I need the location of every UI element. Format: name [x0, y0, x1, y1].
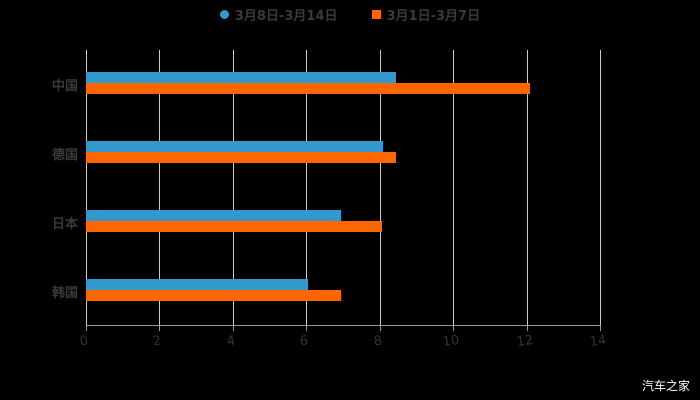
x-tick: [380, 325, 381, 331]
legend-label: 3月8日-3月14日: [235, 5, 338, 24]
category-label: 中国: [30, 75, 78, 94]
bar[interactable]: [86, 210, 341, 221]
bar[interactable]: [86, 221, 382, 232]
x-tick: [527, 325, 528, 331]
x-tick-label: 10: [442, 333, 460, 350]
category-label: 德国: [30, 144, 78, 163]
x-tick-label: 6: [299, 333, 309, 349]
x-tick-label: 0: [79, 333, 89, 349]
legend-circle-icon: [220, 10, 229, 19]
bar[interactable]: [86, 72, 396, 83]
x-tick-label: 4: [226, 333, 236, 349]
bar[interactable]: [86, 279, 308, 290]
x-tick-label: 12: [515, 333, 533, 350]
bar[interactable]: [86, 141, 383, 152]
category-label: 韩国: [30, 282, 78, 301]
x-axis-line: [86, 325, 600, 326]
x-tick-label: 8: [373, 333, 383, 349]
x-tick-label: 14: [589, 333, 607, 350]
legend-label: 3月1日-3月7日: [387, 5, 481, 24]
category-label: 日本: [30, 213, 78, 232]
x-tick-label: 2: [152, 333, 162, 349]
x-tick: [453, 325, 454, 331]
bar[interactable]: [86, 83, 530, 94]
bar[interactable]: [86, 290, 341, 301]
x-tick: [86, 325, 87, 331]
x-tick: [306, 325, 307, 331]
legend-item-series-2[interactable]: 3月1日-3月7日: [372, 4, 481, 24]
chart-legend: 3月8日-3月14日 3月1日-3月7日: [0, 4, 700, 24]
x-tick: [600, 325, 601, 331]
bar[interactable]: [86, 152, 396, 163]
x-tick: [159, 325, 160, 331]
legend-item-series-1[interactable]: 3月8日-3月14日: [220, 4, 338, 24]
watermark: 汽车之家: [642, 377, 690, 394]
x-tick: [233, 325, 234, 331]
legend-square-icon: [372, 10, 381, 19]
plot-area: [86, 50, 600, 325]
gridline: [600, 50, 601, 325]
